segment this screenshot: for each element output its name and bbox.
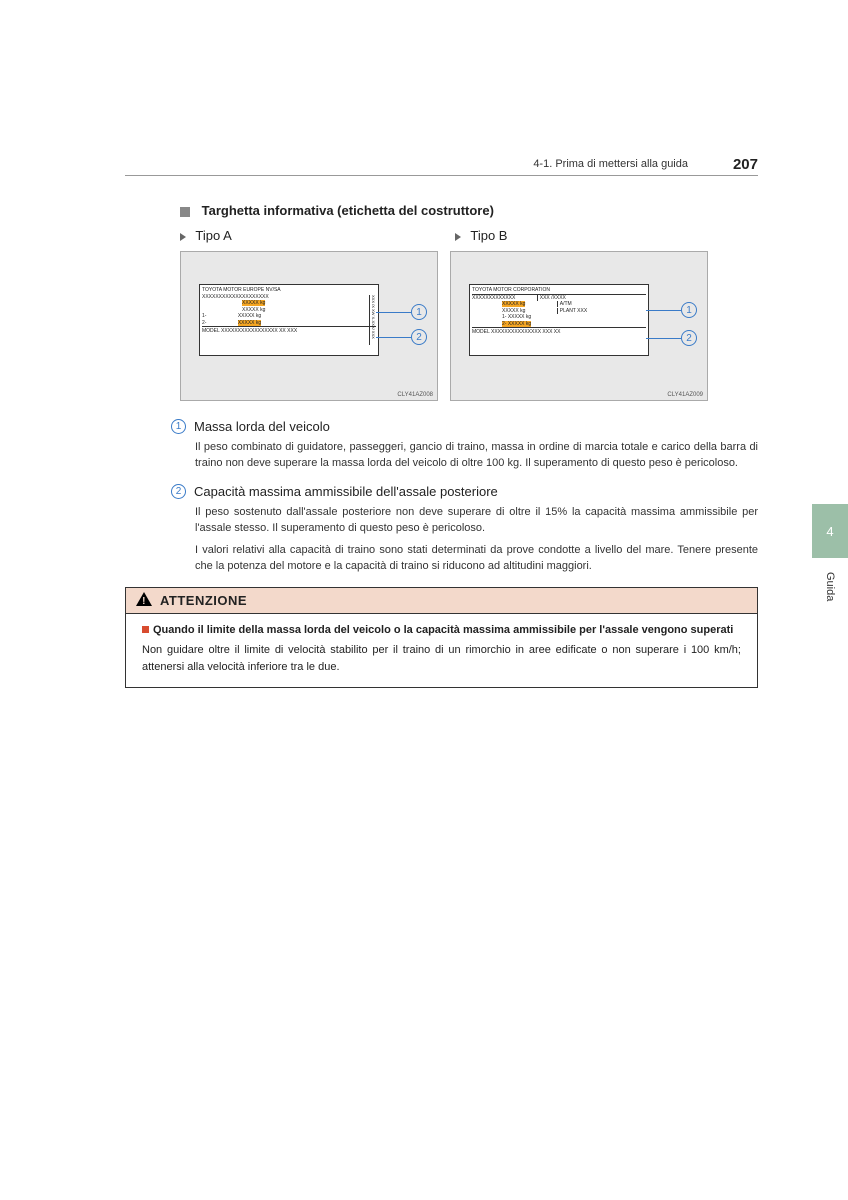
item-1-heading: 1 Massa lorda del veicolo [195,419,758,434]
item-1-title: Massa lorda del veicolo [194,419,330,434]
item-2-body: Il peso sostenuto dall'assale posteriore… [195,505,758,575]
diagrams-row: TOYOTA MOTOR EUROPE NV/SA XXXXXXXXXXXXXX… [180,251,758,401]
callout-number: 2 [681,330,697,346]
callout-2: 2 [376,329,427,345]
section-marker-icon [180,207,190,217]
item-number-icon: 2 [171,484,186,499]
callout-line [646,338,681,339]
item-2-title: Capacità massima ammissibile dell'assale… [194,484,498,499]
item-1-body: Il peso combinato di guidatore, passegge… [195,440,758,472]
callout-1: 1 [646,302,697,318]
plate-line: MODEL XXXXXXXXXXXXXXX XXX XX [472,327,646,336]
type-b-text: Tipo B [470,228,507,243]
diagram-code: CLY41AZ009 [667,392,703,398]
item-2-paragraph-1: Il peso sostenuto dall'assale posteriore… [195,505,758,537]
section-title-text: Targhetta informativa (etichetta del cos… [202,203,494,218]
plate-b: TOYOTA MOTOR CORPORATION XXXXXXXXXXXXX X… [469,284,649,356]
plate-line: MODEL XXXXXXXXXXXXXXXXX XX XXX [202,326,376,335]
type-a-text: Tipo A [195,228,231,243]
plate-side-text: XXX /X XW X-XXX/ XXX [369,295,376,345]
diagram-tipo-b: TOYOTA MOTOR CORPORATION XXXXXXXXXXXXX X… [450,251,708,401]
section-title: Targhetta informativa (etichetta del cos… [180,203,758,218]
type-a-label: Tipo A [180,228,435,243]
callout-line [646,310,681,311]
svg-text:!: ! [142,596,146,606]
warning-header: ! ATTENZIONE [126,588,757,614]
callout-line [376,312,411,313]
plate-a: TOYOTA MOTOR EUROPE NV/SA XXXXXXXXXXXXXX… [199,284,379,356]
warning-text: Non guidare oltre il limite di velocità … [142,642,741,675]
callout-1: 1 [376,304,427,320]
item-number-icon: 1 [171,419,186,434]
plate-line: TOYOTA MOTOR CORPORATION [472,287,646,295]
breadcrumb: 4-1. Prima di mettersi alla guida [533,158,688,170]
warning-subtitle: Quando il limite della massa lorda del v… [142,622,741,639]
item-2-heading: 2 Capacità massima ammissibile dell'assa… [195,484,758,499]
warning-box: ! ATTENZIONE Quando il limite della mass… [125,587,758,689]
callout-number: 2 [411,329,427,345]
red-marker-icon [142,626,149,633]
diagram-code: CLY41AZ008 [397,392,433,398]
type-labels-row: Tipo A Tipo B [180,228,758,243]
item-1-paragraph: Il peso combinato di guidatore, passegge… [195,440,758,472]
page-content: 4-1. Prima di mettersi alla guida 207 Ta… [0,0,848,688]
header-rule: 4-1. Prima di mettersi alla guida 207 [125,175,758,197]
type-b-label: Tipo B [455,228,710,243]
item-1: 1 Massa lorda del veicolo Il peso combin… [195,419,758,472]
callout-2: 2 [646,330,697,346]
item-2-paragraph-2: I valori relativi alla capacità di train… [195,543,758,575]
warning-header-text: ATTENZIONE [160,593,247,608]
triangle-icon [180,233,186,241]
diagram-tipo-a: TOYOTA MOTOR EUROPE NV/SA XXXXXXXXXXXXXX… [180,251,438,401]
item-2: 2 Capacità massima ammissibile dell'assa… [195,484,758,575]
triangle-icon [455,233,461,241]
callout-line [376,337,411,338]
warning-body: Quando il limite della massa lorda del v… [126,614,757,688]
page-number: 207 [733,156,758,173]
callout-number: 1 [681,302,697,318]
callout-number: 1 [411,304,427,320]
warning-icon: ! [136,592,152,609]
